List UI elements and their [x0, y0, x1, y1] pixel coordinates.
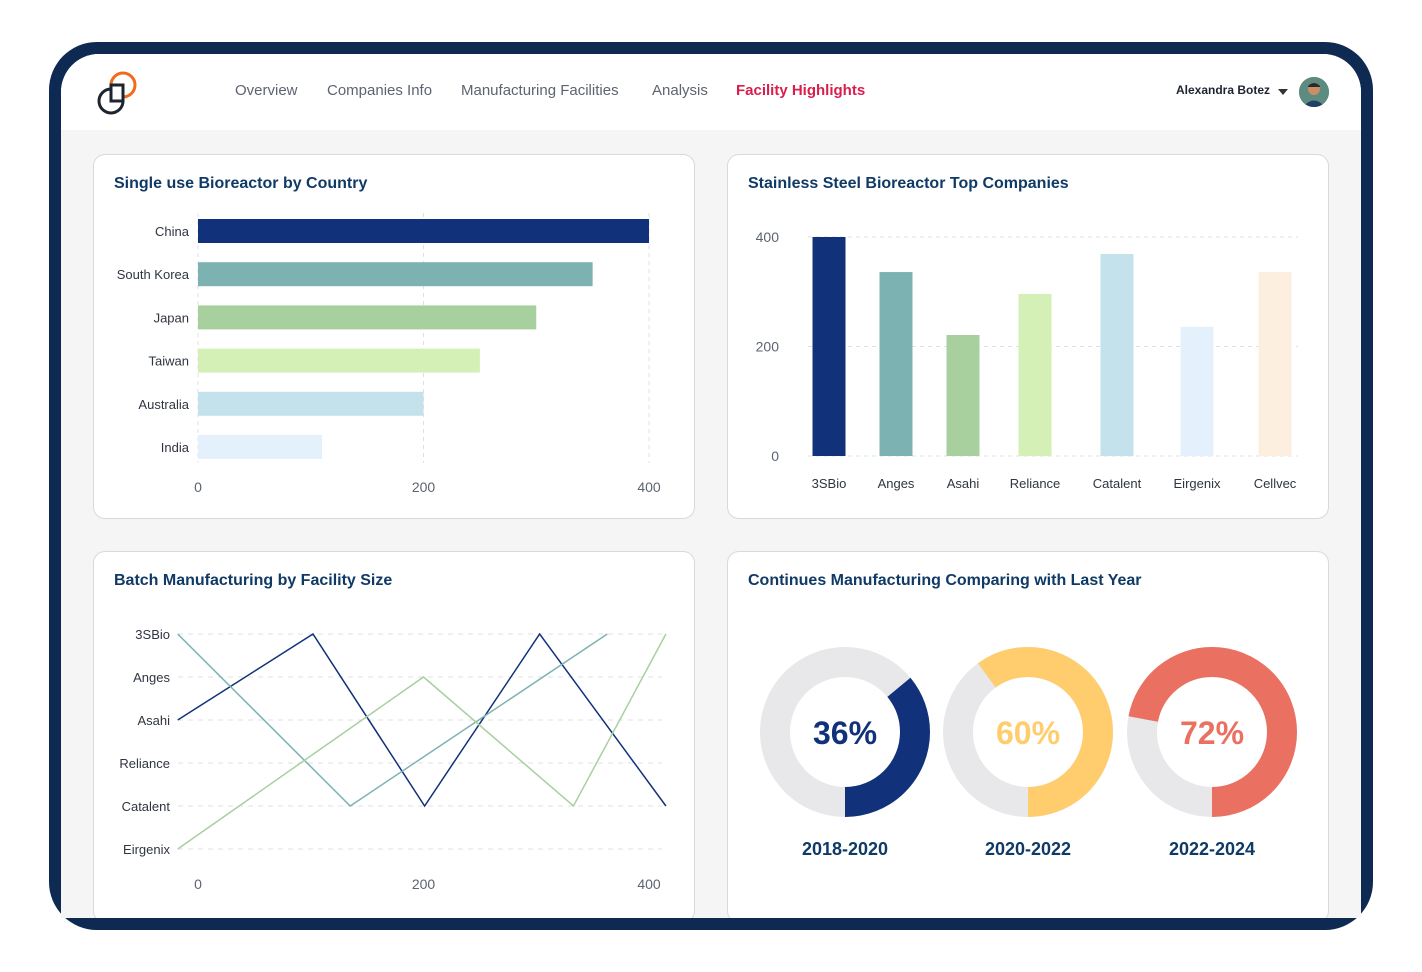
- nav-companies-info[interactable]: Companies Info: [327, 82, 433, 99]
- donut-percent-label: 60%: [996, 715, 1060, 751]
- bar-catalent: [1100, 253, 1134, 456]
- category-label: China: [155, 224, 190, 239]
- card-batch-manufacturing: Batch Manufacturing by Facility Size 3SB…: [93, 551, 695, 918]
- category-label: Cellvec: [1254, 476, 1297, 491]
- category-label: Eirgenix: [1174, 476, 1221, 491]
- user-name[interactable]: Alexandra Botez: [1176, 83, 1271, 97]
- donut-arc: [943, 647, 1113, 817]
- bar-china: [198, 219, 649, 243]
- bar-asahi: [946, 335, 980, 456]
- top-navigation-bar: Overview Companies Info Manufacturing Fa…: [61, 54, 1361, 130]
- card-title: Stainless Steel Bioreactor Top Companies: [748, 175, 1069, 192]
- nav-manufacturing-facilities[interactable]: Manufacturing Facilities: [461, 82, 619, 99]
- nav-analysis[interactable]: Analysis: [652, 82, 708, 99]
- card-title: Continues Manufacturing Comparing with L…: [748, 572, 1142, 589]
- user-avatar-icon: [1299, 77, 1329, 107]
- donut-percent-label: 36%: [813, 715, 877, 751]
- nav-overview[interactable]: Overview: [235, 82, 298, 99]
- vertical-bar-chart: 0 200 400 3SBio Anges Asahi Reliance Catalent Ei…: [756, 229, 1298, 491]
- y-tick-label: 400: [756, 229, 780, 245]
- category-label: 3SBio: [135, 627, 170, 642]
- category-label: Anges: [133, 670, 170, 685]
- bar-india: [198, 435, 323, 459]
- category-label: Australia: [138, 397, 189, 412]
- nav-facility-highlights[interactable]: Facility Highlights: [736, 82, 866, 99]
- bar-south-korea: [198, 262, 593, 287]
- series-line-2: [177, 633, 608, 807]
- x-tick-label: 200: [412, 876, 436, 892]
- avatar[interactable]: [1299, 77, 1329, 107]
- card-steel-bioreactor-companies: Stainless Steel Bioreactor Top Companies…: [727, 154, 1329, 519]
- x-tick-label: 0: [194, 479, 202, 495]
- category-label: Anges: [878, 476, 915, 491]
- y-tick-label: 200: [756, 339, 780, 355]
- donut-period-label: 2022-2024: [1169, 839, 1255, 859]
- chevron-down-icon[interactable]: [1278, 89, 1288, 95]
- donut-percent-label: 72%: [1180, 715, 1244, 751]
- category-label: Japan: [154, 310, 189, 325]
- bar-cellvec: [1258, 272, 1292, 456]
- x-tick-label: 400: [637, 876, 661, 892]
- category-label: Catalent: [1093, 476, 1142, 491]
- category-label: South Korea: [117, 267, 190, 282]
- category-label: Eirgenix: [123, 842, 170, 857]
- card-title: Single use Bioreactor by Country: [114, 175, 368, 192]
- card-title: Batch Manufacturing by Facility Size: [114, 572, 393, 589]
- category-label: Asahi: [137, 713, 170, 728]
- y-tick-label: 0: [771, 448, 779, 464]
- card-bioreactor-by-country: Single use Bioreactor by Country 0 200 400…: [93, 154, 695, 519]
- category-label: Reliance: [119, 756, 170, 771]
- donut-period-label: 2018-2020: [802, 839, 888, 859]
- category-label: Taiwan: [149, 354, 189, 369]
- bar-anges: [879, 272, 913, 456]
- bar-taiwan: [198, 348, 480, 373]
- horizontal-bar-chart: 0 200 400 China South Korea Japan Taiwan Austra…: [117, 213, 661, 495]
- bar-reliance: [1018, 293, 1052, 456]
- series-line-3: [177, 633, 667, 850]
- x-tick-label: 400: [637, 479, 661, 495]
- bar-3sbio: [812, 237, 846, 456]
- card-continuous-manufacturing: Continues Manufacturing Comparing with L…: [727, 551, 1329, 918]
- category-label: Catalent: [122, 799, 171, 814]
- company-logo-icon: [97, 71, 137, 115]
- app-screen: Overview Companies Info Manufacturing Fa…: [61, 54, 1361, 918]
- category-label: 3SBio: [812, 476, 847, 491]
- x-tick-label: 200: [412, 479, 436, 495]
- category-label: Reliance: [1010, 476, 1061, 491]
- bar-eirgenix: [1180, 326, 1214, 456]
- x-tick-label: 0: [194, 876, 202, 892]
- donut-period-label: 2020-2022: [985, 839, 1071, 859]
- line-chart: 3SBio Anges Asahi Reliance Catalent Eirgenix 0…: [119, 627, 667, 892]
- donut-arc: [1127, 647, 1297, 817]
- donut-charts: 36% 2018-2020 60% 2020-2022 72% 2022-2024: [760, 647, 1297, 859]
- bar-japan: [198, 305, 537, 330]
- donut-arc: [760, 647, 930, 817]
- bar-australia: [198, 391, 424, 416]
- series-line-1: [177, 632, 667, 808]
- category-label: Asahi: [947, 476, 980, 491]
- category-label: India: [161, 440, 190, 455]
